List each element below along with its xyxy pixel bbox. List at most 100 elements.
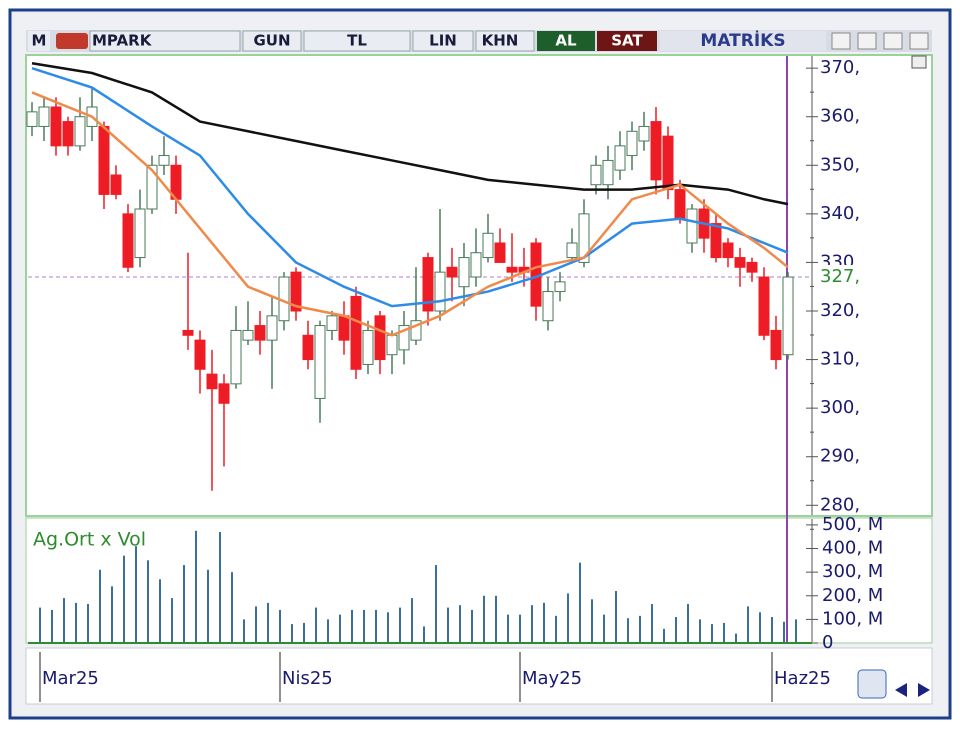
volume-tick-label: 400, M	[822, 538, 883, 559]
candle-body	[554, 281, 566, 293]
candle-body	[98, 125, 110, 195]
candle-body	[242, 329, 254, 341]
symbol-field[interactable]	[89, 30, 241, 52]
candle-body	[26, 111, 38, 127]
menu-label: M	[32, 32, 47, 50]
candle-body	[710, 223, 722, 259]
candle-body	[602, 159, 614, 186]
menu-button[interactable]	[28, 31, 50, 51]
symbol: MPARK	[92, 32, 153, 50]
x-tick-label: May25	[522, 668, 582, 689]
x-tick-label: Nis25	[282, 668, 333, 689]
y-tick-label: 310,	[820, 349, 860, 370]
scale: LIN	[429, 32, 457, 50]
y-tick-label: 300,	[820, 397, 860, 418]
moving-average-line	[31, 66, 789, 308]
refresh-button[interactable]	[857, 669, 887, 699]
maximize-button[interactable]	[883, 32, 903, 50]
x-tick-label: Mar25	[42, 668, 99, 689]
candle-body	[722, 242, 734, 259]
candle-body	[110, 174, 122, 195]
candle-body	[134, 208, 146, 259]
candle-body	[614, 145, 626, 171]
y-tick-label: 350,	[820, 154, 860, 175]
candle-body	[638, 125, 650, 142]
volume-tick-label: 100, M	[822, 608, 883, 629]
style: KHN	[482, 32, 519, 50]
date-panel	[25, 647, 933, 705]
candle-body	[686, 208, 698, 244]
candle-body	[482, 232, 494, 259]
buy-button[interactable]	[537, 31, 595, 51]
last-value-box	[814, 265, 874, 289]
y-tick-label: 360,	[820, 106, 860, 127]
candle-body	[182, 329, 194, 336]
y-tick-label: 340,	[820, 203, 860, 224]
candle-body	[374, 315, 386, 361]
candle-body	[506, 266, 518, 273]
scroll-left[interactable]	[895, 683, 907, 697]
candle-body	[38, 106, 50, 127]
candle-body	[290, 271, 302, 312]
candle-body	[50, 106, 62, 147]
volume-title: Ag.Ort x Vol	[33, 529, 146, 551]
brand-box	[660, 31, 826, 51]
candle-body	[218, 383, 230, 404]
candle-body	[398, 325, 410, 351]
candle-body	[746, 261, 758, 273]
candle-body	[194, 339, 206, 370]
candle-body	[434, 271, 446, 312]
candle-body	[542, 291, 554, 322]
candle-body	[494, 242, 506, 263]
currency-button[interactable]	[303, 30, 411, 52]
sell-button[interactable]	[597, 31, 657, 51]
candle-body	[410, 320, 422, 341]
volume-panel	[25, 517, 933, 644]
moving-average-line	[31, 62, 789, 206]
scale-button[interactable]	[412, 30, 474, 52]
candle-body	[146, 164, 158, 210]
candle-body	[266, 315, 278, 341]
candle-body	[74, 116, 86, 147]
volume-tick-label: 500, M	[822, 514, 883, 535]
candle-body	[254, 325, 266, 341]
candle-body	[470, 252, 482, 278]
candle-body	[422, 257, 434, 312]
buy: AL	[555, 32, 577, 50]
y-tick-label: 280,	[820, 494, 860, 515]
candle-body	[62, 121, 74, 147]
logo-icon	[56, 33, 88, 49]
candle-body	[566, 242, 578, 259]
toolbar: M MPARK GUN TL LIN KHN AL SAT MATRİKS	[26, 29, 932, 52]
y-tick-label: 370,	[820, 57, 860, 78]
candle-body	[650, 121, 662, 181]
candle-body	[230, 329, 242, 385]
candle-body	[758, 276, 770, 336]
candle-body	[326, 315, 338, 331]
candle-body	[662, 135, 674, 191]
close-button[interactable]	[909, 32, 929, 50]
last-value-label: 327,	[820, 266, 860, 287]
y-tick-label: 320,	[820, 300, 860, 321]
period-button[interactable]	[242, 30, 302, 52]
minimize-button[interactable]	[857, 32, 877, 50]
candle-body	[446, 266, 458, 278]
panel-button[interactable]	[911, 55, 927, 69]
period: GUN	[253, 32, 290, 50]
candle-body	[770, 329, 782, 361]
x-tick-label: Haz25	[774, 668, 831, 689]
scroll-right[interactable]	[918, 683, 930, 697]
candle-body	[386, 334, 398, 356]
candle-body	[158, 155, 170, 166]
candle-body	[302, 334, 314, 361]
style-button[interactable]	[475, 30, 535, 52]
candle-body	[338, 315, 350, 341]
dropdown-button[interactable]	[831, 32, 851, 50]
candle-body	[350, 295, 362, 370]
candle-body	[590, 164, 602, 186]
candle-body	[674, 189, 686, 220]
candle-body	[734, 257, 746, 268]
candle-body	[206, 373, 218, 390]
volume-tick-label: 200, M	[822, 585, 883, 606]
